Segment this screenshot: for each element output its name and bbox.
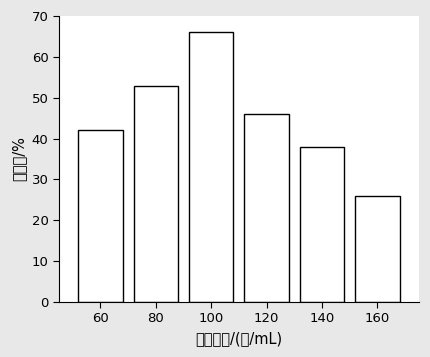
Bar [245, 114, 289, 302]
Bar [355, 196, 399, 302]
Bar [300, 147, 344, 302]
Bar [189, 32, 233, 302]
Bar [78, 130, 123, 302]
Y-axis label: 降解率/%: 降解率/% [11, 137, 26, 181]
Bar [134, 86, 178, 302]
X-axis label: 初始浓度/(礙/mL): 初始浓度/(礙/mL) [195, 331, 283, 346]
